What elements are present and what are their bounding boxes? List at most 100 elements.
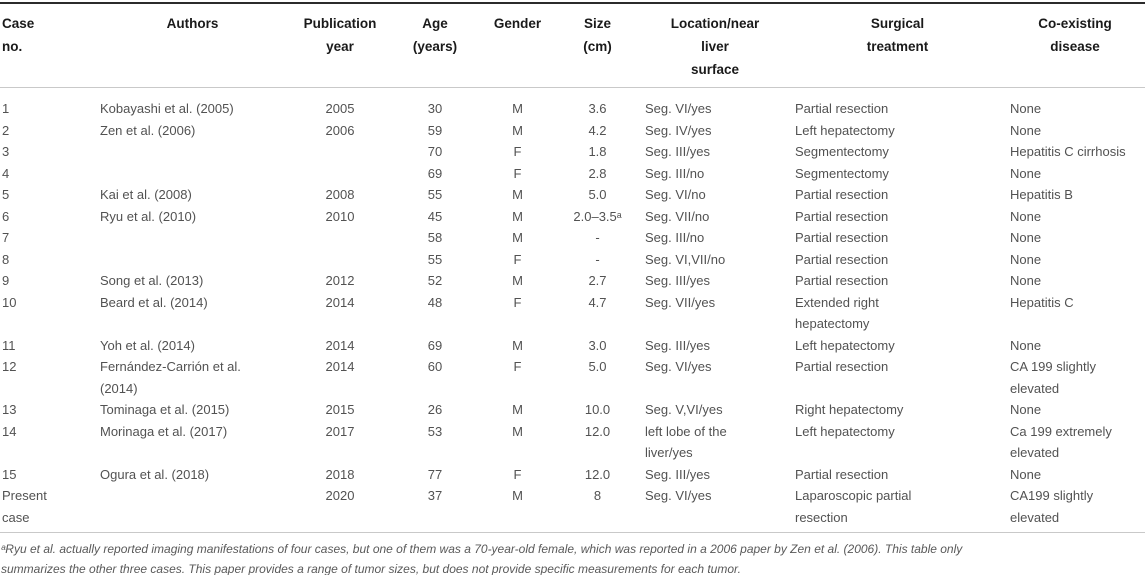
cell-location: left lobe of the liver/yes — [645, 423, 727, 461]
table-row: 3 70 F 1.8 Seg. III/yes Segmentectomy Hepatiti… — [0, 141, 1145, 163]
cell-case_no: 8 — [2, 251, 10, 267]
table-row: 14 Morinaga et al. (2017) 2017 53 M 12.0 left … — [0, 421, 1145, 464]
cell-case_no: 13 — [2, 402, 17, 417]
cell-case_no: 6 — [2, 208, 10, 224]
cell-age: 48 — [427, 294, 443, 310]
cell-treatment: Partial resection — [795, 208, 889, 224]
cell-location: Seg. VI/yes — [645, 101, 712, 116]
cell-disease: None — [1010, 337, 1042, 353]
cell-gender: M — [512, 488, 523, 503]
cell-location: Seg. VI/yes — [645, 488, 712, 503]
column-header-gender: Gender — [480, 4, 555, 88]
cell-pub_year: 2017 — [325, 423, 355, 439]
cell-authors — [95, 163, 290, 185]
cell-authors — [95, 249, 290, 271]
cell-age: 60 — [427, 359, 443, 374]
cell-pub_year — [290, 249, 390, 271]
cell-location: Seg. III/yes — [645, 337, 711, 353]
cell-size_cm: 5.0 — [588, 359, 607, 374]
cell-pub_year: 2014 — [325, 337, 355, 353]
table-row: 11 Yoh et al. (2014) 2014 69 M 3.0 Seg. III/ye… — [0, 335, 1145, 357]
cell-age: 70 — [427, 144, 443, 159]
cell-treatment: Extended right hepatectomy — [795, 294, 879, 332]
column-header-size_cm: Size (cm) — [555, 4, 640, 88]
cell-authors — [95, 141, 290, 163]
cell-gender: M — [512, 337, 523, 353]
cell-pub_year: 2015 — [325, 402, 355, 417]
cell-case_no: 9 — [2, 273, 10, 288]
column-header-age: Age (years) — [390, 4, 480, 88]
cell-authors: Zen et al. (2006) — [100, 122, 196, 138]
cell-pub_year — [290, 163, 390, 185]
cell-size_cm: 2.7 — [588, 273, 607, 288]
cell-location: Seg. IV/yes — [645, 122, 712, 138]
table-row: 8 55 F - Seg. VI,VII/no Partial resection None — [0, 249, 1145, 271]
cell-disease: CA199 slightly elevated — [1010, 488, 1094, 525]
cell-authors: Tominaga et al. (2015) — [100, 402, 230, 417]
cell-disease: Hepatitis B — [1010, 187, 1073, 202]
column-header-disease: Co-existing disease — [1005, 4, 1145, 88]
cell-location: Seg. VII/yes — [645, 294, 716, 310]
cell-size_cm: 8 — [593, 488, 602, 503]
cell-authors — [95, 227, 290, 249]
cell-treatment: Partial resection — [795, 230, 889, 245]
cell-pub_year: 2006 — [325, 122, 355, 138]
cell-treatment: Laparoscopic partial resection — [795, 488, 912, 525]
table-row: 7 58 M - Seg. III/no Partial resection None — [0, 227, 1145, 249]
cell-pub_year: 2014 — [325, 294, 355, 310]
cell-age: 30 — [427, 101, 443, 116]
cell-age: 69 — [427, 337, 443, 353]
cell-gender: M — [512, 122, 523, 138]
cell-disease: None — [1010, 273, 1042, 288]
cell-authors: Ryu et al. (2010) — [100, 208, 197, 224]
cell-age: 69 — [427, 165, 443, 181]
cell-gender: F — [513, 294, 522, 310]
cell-size_cm: 1.8 — [588, 144, 607, 159]
cell-age: 53 — [427, 423, 443, 439]
cell-gender: M — [512, 230, 523, 245]
cell-authors: Beard et al. (2014) — [100, 294, 208, 310]
cell-gender: F — [513, 466, 522, 482]
cell-size_cm: 4.2 — [588, 122, 607, 138]
cell-authors: Kai et al. (2008) — [100, 187, 192, 202]
cell-treatment: Partial resection — [795, 359, 889, 374]
cell-case_no: 7 — [2, 230, 10, 245]
cell-case_no: 4 — [2, 165, 10, 181]
cell-location: Seg. III/yes — [645, 144, 711, 159]
cell-case_no: 10 — [2, 294, 17, 310]
header-row: Case no. Authors Publication year Age (year… — [0, 4, 1145, 88]
cell-treatment: Partial resection — [795, 273, 889, 288]
table-row: 5 Kai et al. (2008) 2008 55 M 5.0 Seg. VI/no Pa… — [0, 184, 1145, 206]
cell-case_no: 14 — [2, 423, 17, 439]
cell-disease: Hepatitis C — [1010, 294, 1074, 310]
cell-treatment: Segmentectomy — [795, 165, 889, 181]
cell-age: 45 — [427, 208, 443, 224]
table-row: 13 Tominaga et al. (2015) 2015 26 M 10.0 Seg. … — [0, 399, 1145, 421]
cell-size_cm: 12.0 — [584, 423, 611, 439]
cell-disease: Hepatitis C cirrhosis — [1010, 144, 1126, 159]
cell-age: 55 — [427, 187, 443, 202]
table-top-rule — [0, 2, 1145, 4]
cell-disease: Ca 199 extremely elevated — [1010, 423, 1112, 461]
cell-location: Seg. VI/no — [645, 187, 706, 202]
cases-table: Case no. Authors Publication year Age (year… — [0, 4, 1145, 533]
cell-size_cm: 12.0 — [584, 466, 611, 482]
cell-size_cm: 4.7 — [588, 294, 607, 310]
cell-size_cm: - — [595, 230, 600, 245]
cell-gender: M — [512, 187, 523, 202]
cell-gender: F — [513, 165, 522, 181]
cell-age: 52 — [427, 273, 443, 288]
cell-treatment: Segmentectomy — [795, 144, 889, 159]
table-row: 9 Song et al. (2013) 2012 52 M 2.7 Seg. III/ye… — [0, 270, 1145, 292]
cell-size_cm: 2.8 — [588, 165, 607, 181]
cell-pub_year — [290, 141, 390, 163]
cell-gender: M — [512, 273, 523, 288]
cell-case_no: 5 — [2, 187, 10, 202]
cell-case_no: 3 — [2, 144, 10, 159]
column-header-case_no: Case no. — [0, 4, 95, 88]
table-row: 1 Kobayashi et al. (2005) 2005 30 M 3.6 Seg. V… — [0, 88, 1145, 120]
cell-authors: Ogura et al. (2018) — [100, 466, 210, 482]
cell-disease: None — [1010, 208, 1042, 224]
cell-age: 37 — [427, 488, 443, 503]
